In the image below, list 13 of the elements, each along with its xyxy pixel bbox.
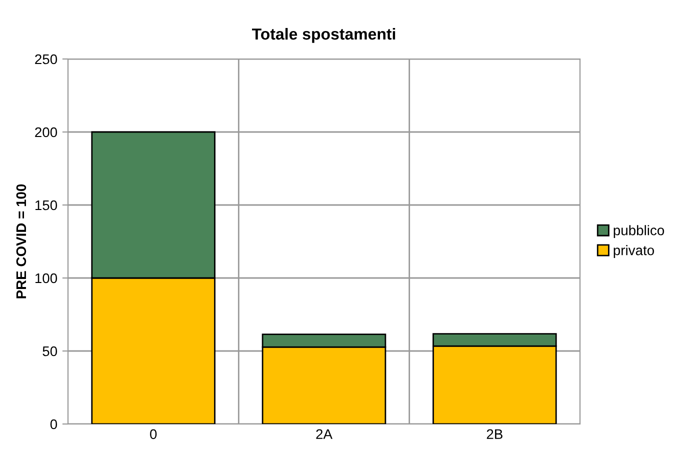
chart-title: Totale spostamenti [252, 28, 396, 43]
x-tick-label: 2A [316, 429, 332, 439]
y-tick-label: 50 [42, 346, 58, 356]
legend-label: privato [614, 245, 654, 258]
legend-label: pubblico [614, 225, 664, 238]
y-tick-label: 250 [35, 54, 58, 64]
y-tick-label: 200 [35, 127, 58, 138]
y-axis-title: PRE COVID = 100 [16, 184, 26, 298]
y-tick-label: 150 [35, 200, 58, 210]
y-tick-label: 100 [35, 273, 58, 284]
x-tick-label: 2B [486, 429, 502, 439]
x-tick-label: 0 [150, 429, 157, 440]
y-tick-label: 0 [50, 419, 58, 430]
